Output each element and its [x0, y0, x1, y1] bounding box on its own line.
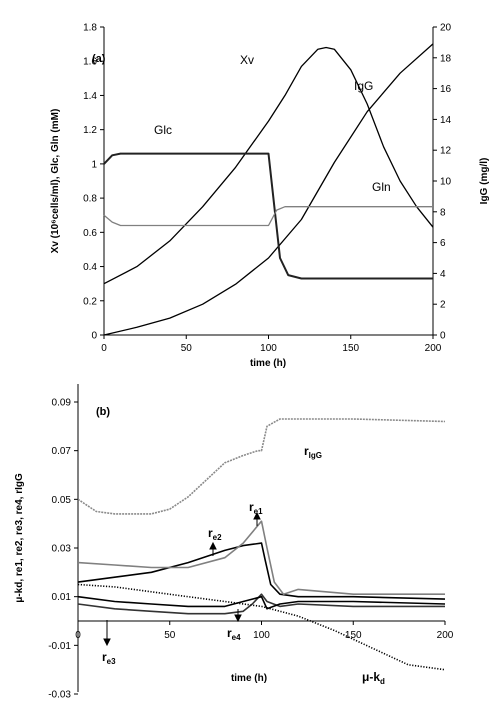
a-series-gln-line — [103, 206, 433, 227]
b-series-rigg-line — [77, 418, 446, 515]
mukd-label: μ-kd — [362, 670, 385, 686]
a-yr-tick-label-3: 6 — [440, 238, 446, 249]
b-y-tick-label-1: -0.01 — [48, 641, 71, 652]
rigg-label: rIgG — [304, 444, 322, 460]
b-y-tick-label-3: 0.03 — [52, 544, 72, 555]
gln-label: Gln — [372, 180, 391, 194]
b-y-tick-label-2: 0.01 — [52, 592, 72, 603]
a-yl-tick-label-8: 1.6 — [83, 57, 97, 68]
b-y-tick-label-0: -0.03 — [48, 690, 71, 701]
xv-label: Xv — [240, 53, 254, 67]
re2-arrowhead — [209, 541, 217, 550]
a-yl-tick-label-2: 0.4 — [83, 262, 97, 273]
a-yl-tick-label-9: 1.8 — [83, 23, 97, 34]
b-series-re2-line — [77, 520, 445, 596]
a-yr-tick-label-2: 4 — [440, 269, 446, 280]
a-yr-tick-label-1: 2 — [440, 300, 446, 311]
a-x-tick-label-2: 100 — [260, 343, 277, 354]
panel-a-label: (a) — [92, 53, 106, 65]
b-series-re1-line — [77, 542, 446, 600]
b-y-tick-label-4: 0.05 — [52, 495, 72, 506]
b-series-re4-line — [77, 595, 446, 610]
b-y-tick-label-5: 0.07 — [52, 446, 72, 457]
b-x-tick-label-4: 200 — [437, 630, 454, 641]
b-y-tick-label-6: 0.09 — [52, 398, 72, 409]
panel-a-x-axis-label: time (h) — [250, 358, 286, 369]
a-yr-tick-label-4: 8 — [440, 207, 446, 218]
b-x-tick-label-0: 0 — [75, 630, 81, 641]
a-yr-tick-label-9: 18 — [440, 53, 452, 64]
panel-b-chart: 0 50 100 150 200 -0.03 -0.01 0.01 0.03 0.05 0.07 0.… — [14, 384, 454, 701]
panel-b-x-axis-label: time (h) — [231, 673, 267, 684]
a-series-igg-line — [103, 43, 434, 336]
a-x-tick-label-1: 50 — [181, 343, 193, 354]
a-yl-tick-label-6: 1.2 — [83, 125, 97, 136]
panel-a-right-axis-label: IgG (mg/l) — [479, 158, 490, 205]
a-yr-tick-label-8: 16 — [440, 84, 452, 95]
re4-arrowhead — [234, 614, 242, 623]
a-yr-tick-label-6: 12 — [440, 146, 452, 157]
re3-label: re3 — [102, 650, 116, 666]
b-series-re3-line — [77, 593, 445, 615]
panel-b-y-axis-label: μ-kd, re1, re2, re3, re4, rIgG — [14, 473, 25, 603]
b-x-tick-label-3: 150 — [345, 630, 362, 641]
a-yr-tick-label-0: 0 — [440, 331, 446, 342]
panel-a-left-axis-label: Xv (10⁶cells/ml), Glc, Gln (mM) — [50, 109, 61, 254]
re4-label: re4 — [227, 626, 241, 642]
b-x-tick-label-2: 100 — [253, 630, 270, 641]
panel-b-label: (b) — [96, 406, 110, 418]
a-x-tick-label-3: 150 — [342, 343, 359, 354]
a-yl-tick-label-3: 0.6 — [83, 228, 97, 239]
igg-label: IgG — [354, 79, 373, 93]
b-series-mu-kd-line — [77, 583, 446, 671]
a-yl-tick-label-1: 0.2 — [83, 296, 97, 307]
re3-arrowhead — [103, 638, 111, 647]
a-x-tick-label-0: 0 — [101, 343, 107, 354]
re2-label: re2 — [208, 526, 222, 542]
a-yl-tick-label-4: 0.8 — [83, 194, 97, 205]
re1-label: re1 — [249, 500, 263, 516]
a-yr-tick-label-10: 20 — [440, 23, 452, 34]
a-yl-tick-label-7: 1.4 — [83, 91, 97, 102]
a-yr-tick-label-7: 14 — [440, 115, 452, 126]
panel-a-chart: 0 50 100 150 20000.20.40.60.811.21.41.61.802… — [50, 23, 490, 370]
a-series-xv-line — [103, 46, 434, 285]
a-yl-tick-label-5: 1 — [91, 159, 97, 170]
a-yr-tick-label-5: 10 — [440, 177, 452, 188]
re1-arrowhead — [253, 511, 261, 520]
glc-label: Glc — [154, 123, 172, 137]
a-x-tick-label-4: 200 — [425, 343, 442, 354]
b-x-tick-label-1: 50 — [164, 630, 176, 641]
a-series-glc-line — [103, 152, 433, 280]
a-yl-tick-label-0: 0 — [91, 331, 97, 342]
